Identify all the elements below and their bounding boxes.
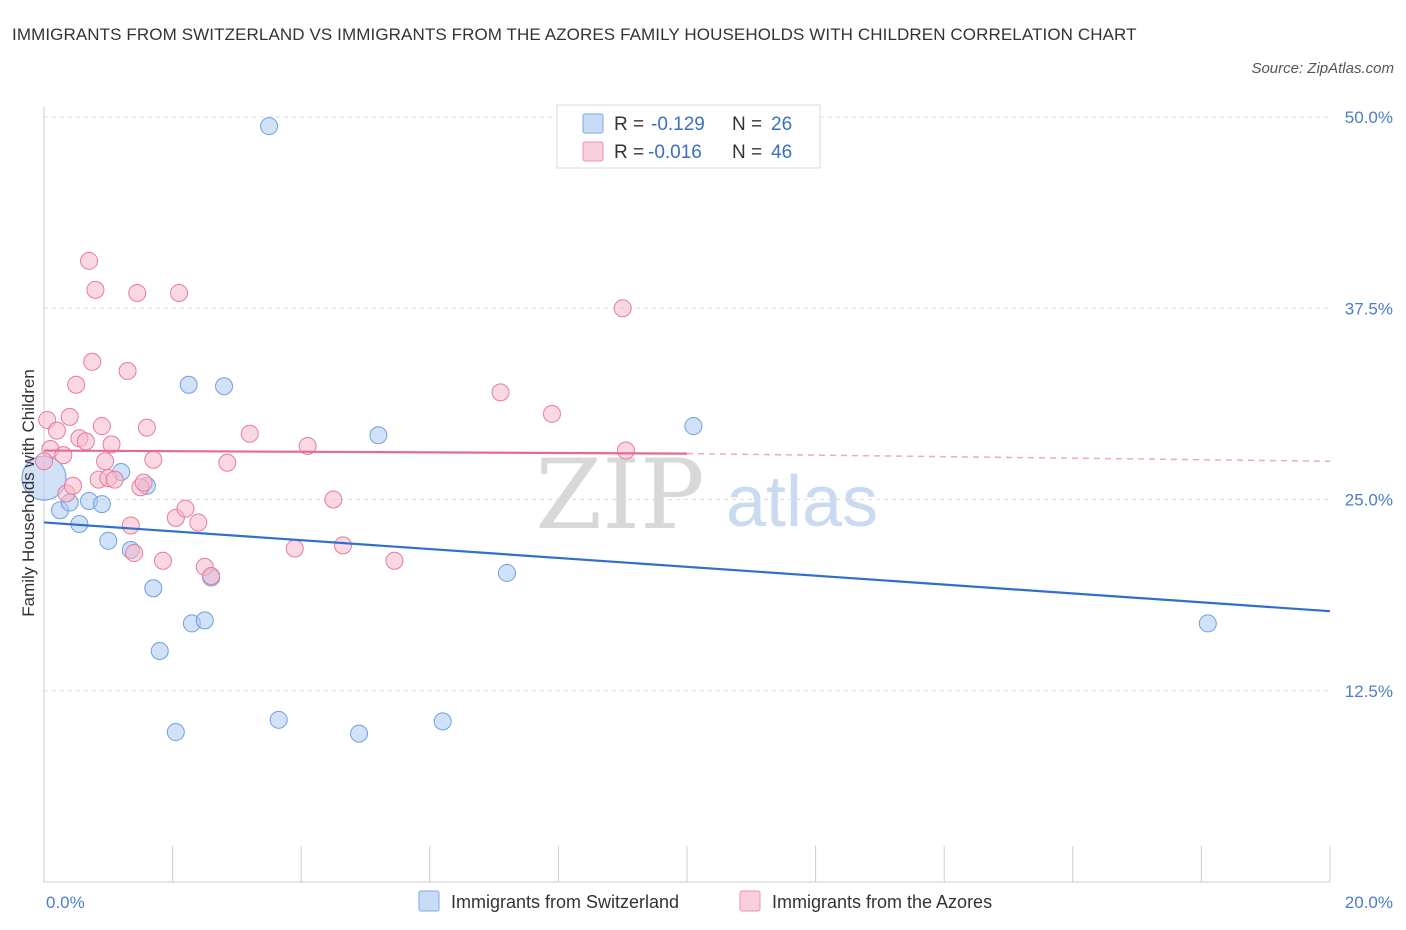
point-azores (125, 544, 144, 563)
point-azores (144, 450, 163, 469)
point-azores (102, 435, 121, 454)
chart-title: IMMIGRANTS FROM SWITZERLAND VS IMMIGRANT… (12, 25, 1137, 44)
point-azores (35, 452, 53, 471)
series-legend: Immigrants from Switzerland Immigrants f… (418, 890, 992, 912)
legend-r-value-1: -0.129 (651, 114, 705, 135)
trend-lines (43, 449, 1331, 613)
point-switzerland (144, 579, 163, 598)
point-switzerland (99, 531, 118, 550)
point-azores (128, 283, 147, 302)
legend-n-label-2: N = (732, 142, 762, 163)
legend-swatch-azores (582, 141, 604, 162)
point-switzerland (260, 117, 279, 136)
point-switzerland (684, 417, 703, 436)
point-azores (83, 352, 102, 371)
trend-azores (43, 449, 688, 455)
y-tick-label: 37.5% (1345, 299, 1393, 318)
bottom-legend-swatch-switzerland (418, 890, 440, 912)
bottom-legend-label-switzerland: Immigrants from Switzerland (451, 892, 679, 912)
point-switzerland (150, 641, 169, 660)
bottom-legend-swatch-azores (739, 890, 761, 912)
point-switzerland (166, 723, 185, 742)
tick-labels: 12.5% 25.0% 37.5% 50.0% 0.0% 20.0% (46, 108, 1393, 912)
point-azores (134, 473, 153, 492)
point-switzerland (433, 712, 452, 731)
y-tick-label: 50.0% (1345, 108, 1393, 127)
y-tick-label: 25.0% (1345, 491, 1393, 510)
watermark-atlas: atlas (726, 462, 878, 542)
point-azores (285, 539, 304, 558)
legend-r-value-2: -0.016 (648, 142, 702, 163)
point-switzerland (269, 710, 288, 729)
y-tick-label: 12.5% (1345, 682, 1393, 701)
legend-n-value-1: 26 (771, 114, 792, 135)
legend-r-label-2: R = (614, 142, 644, 163)
point-azores (118, 361, 137, 380)
trend-switzerland (43, 521, 1331, 613)
source-label: Source: ZipAtlas.com (1251, 60, 1394, 77)
point-azores (76, 432, 95, 451)
watermark-zip: ZIP (535, 439, 704, 551)
point-azores (542, 404, 561, 423)
point-azores (60, 407, 79, 426)
point-switzerland (1198, 614, 1217, 633)
point-azores (67, 375, 86, 394)
point-azores (298, 436, 317, 455)
x-tick-label: 20.0% (1345, 893, 1393, 912)
point-switzerland (179, 375, 198, 394)
point-azores (86, 280, 105, 299)
point-azores (202, 567, 221, 585)
point-switzerland (369, 426, 388, 445)
point-azores (616, 441, 635, 460)
point-switzerland (195, 611, 214, 630)
point-switzerland (497, 563, 516, 582)
point-azores (63, 476, 82, 495)
point-azores (137, 418, 156, 437)
point-azores (96, 452, 115, 471)
point-azores (153, 551, 172, 570)
point-switzerland (350, 724, 369, 743)
point-switzerland (92, 495, 111, 514)
point-azores (613, 299, 632, 318)
correlation-legend: R = -0.129 N = 26 R = -0.016 N = 46 (556, 104, 821, 169)
point-azores (121, 516, 140, 535)
y-axis-label: Family Households with Children (19, 369, 38, 617)
trend-azores-extension (686, 452, 1331, 462)
gridlines (44, 116, 1330, 692)
point-azores (491, 383, 510, 402)
watermark: ZIP atlas (535, 439, 878, 551)
point-azores (324, 490, 343, 509)
point-azores (218, 453, 237, 472)
point-switzerland (215, 377, 234, 396)
legend-n-value-2: 46 (771, 142, 792, 163)
point-azores (170, 283, 189, 302)
legend-r-label-1: R = (614, 114, 644, 135)
point-azores (385, 551, 404, 570)
point-azores (176, 499, 195, 518)
point-azores (240, 424, 259, 443)
point-azores (47, 421, 66, 440)
point-azores (333, 536, 352, 555)
legend-swatch-switzerland (582, 113, 604, 134)
point-azores (80, 251, 99, 270)
x-tick-label: 0.0% (46, 893, 85, 912)
legend-n-label-1: N = (732, 114, 762, 135)
point-azores (54, 446, 73, 465)
bottom-legend-label-azores: Immigrants from the Azores (772, 892, 992, 912)
point-azores (92, 417, 111, 436)
point-azores (105, 470, 124, 489)
point-azores (189, 513, 208, 532)
data-points (21, 117, 1217, 743)
